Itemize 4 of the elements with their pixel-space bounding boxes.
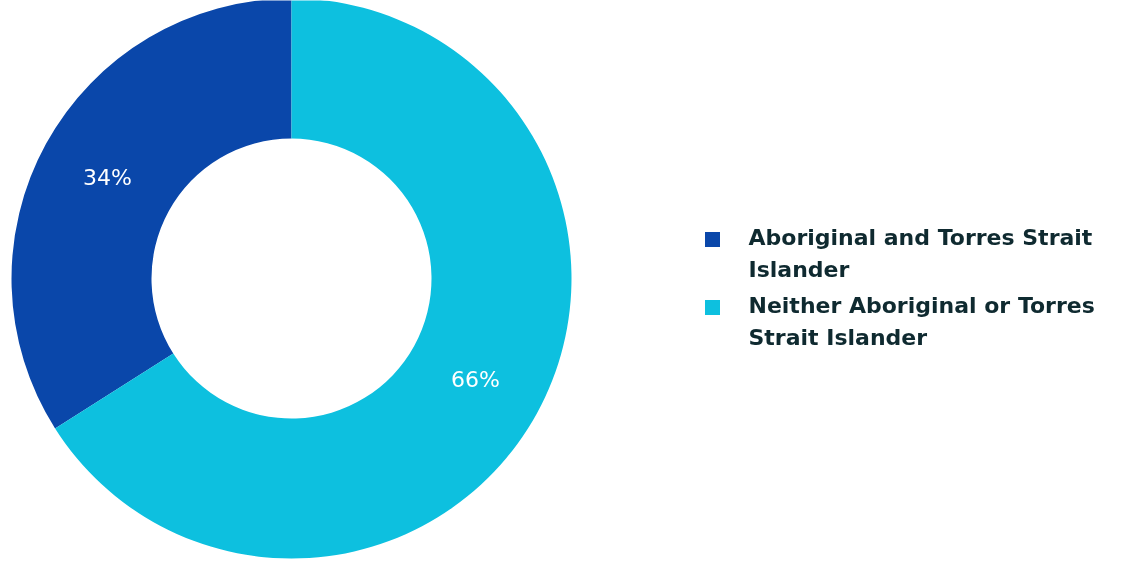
data-label: 34% [83, 164, 132, 190]
legend-label: Neither Aboriginal or Torres Strait Islander [748, 293, 1095, 350]
data-label: 66% [451, 367, 500, 393]
legend-label: Aboriginal and Torres Strait Islander [748, 225, 1093, 282]
